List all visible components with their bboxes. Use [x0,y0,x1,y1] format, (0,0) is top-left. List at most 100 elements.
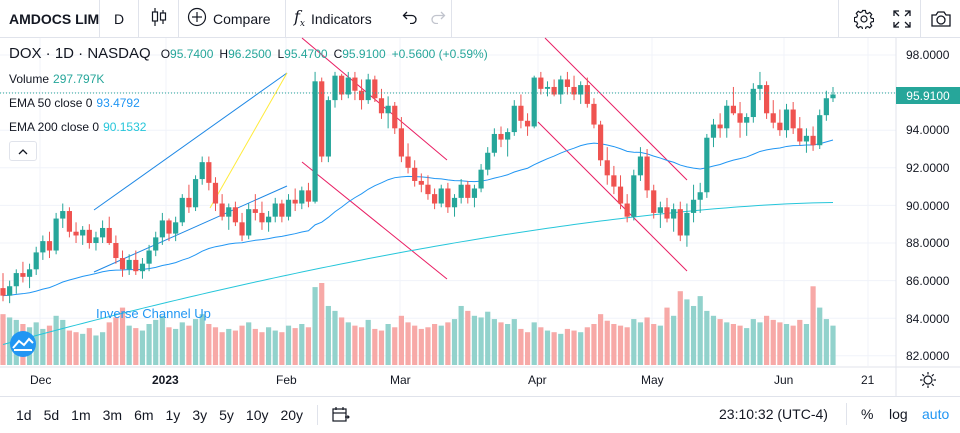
volume-bar [398,315,404,365]
candle-body [817,115,823,146]
volume-bar [113,317,119,365]
volume-bar [246,322,252,365]
candle-body [60,211,66,219]
volume-bar [744,328,750,365]
price-chart[interactable] [0,0,960,396]
compare-button[interactable]: Compare [179,0,286,38]
time-label-feb: Feb [276,373,297,387]
percent-scale-toggle[interactable]: % [861,406,874,422]
axis-settings-button[interactable] [919,371,937,394]
candle-body [671,209,677,219]
price-label-94: 94.0000 [906,123,950,137]
volume-bar [93,335,99,365]
redo-button[interactable] [424,0,452,38]
auto-scale-toggle[interactable]: auto [922,406,950,422]
volume-bar [126,325,132,365]
candle-body [86,229,92,243]
candle-body [206,162,212,183]
volume-bar [266,327,272,365]
volume-bar [139,330,146,365]
undo-button[interactable] [396,0,424,38]
candle-body [179,197,185,223]
volume-bar [292,328,298,365]
candle-body [697,192,703,200]
volume-bar [199,314,205,365]
candle-body [432,194,438,204]
candle-body [126,259,132,270]
volume-bar [0,314,6,365]
volume-bar [86,328,92,365]
ema50-legend[interactable]: EMA 50 close 0 93.4792 [9,96,140,110]
interval-button[interactable]: D [100,0,139,38]
symbol-search-button[interactable]: AMDOCS LIMITED [0,0,100,38]
volume-bar [591,324,597,365]
legend-collapse-button[interactable] [9,141,37,161]
symbol-title[interactable]: DOX · 1D · NASDAQ [9,45,151,62]
candle-body [485,152,491,170]
candle-body [644,156,650,191]
time-label-apr: Apr [528,373,547,387]
volume-bar [564,328,570,365]
range-3m[interactable]: 3m [102,407,123,423]
volume-bar [644,317,650,365]
down-channel-lower-2 [537,121,688,272]
candle-body [465,184,471,198]
range-5d[interactable]: 5d [43,407,60,423]
ema200-legend[interactable]: EMA 200 close 0 90.1532 [9,120,146,134]
range-3y[interactable]: 3y [192,407,208,423]
clock-timezone[interactable]: 23:10:32 (UTC-4) [719,406,828,422]
range-5y[interactable]: 5y [219,407,234,423]
range-1d[interactable]: 1d [16,407,32,423]
candle-body [199,162,205,180]
candle-body [26,269,33,277]
log-scale-toggle[interactable]: log [889,406,908,422]
bottom-divider-right [846,403,847,425]
volume-bar [186,325,192,365]
chart-type-button[interactable] [139,0,179,38]
chart-legend: DOX · 1D · NASDAQ O95.7400 H96.2500 L95.… [9,45,494,62]
range-20y[interactable]: 20y [280,407,304,423]
volume-bar [830,325,836,365]
volume-bar [60,319,66,365]
candle-body [412,167,418,181]
range-6m[interactable]: 6m [134,407,154,423]
fullscreen-button[interactable] [888,0,916,38]
price-label-82: 82.0000 [906,349,950,363]
volume-bar [146,324,152,365]
range-10y[interactable]: 10y [245,407,269,423]
indicators-button[interactable]: fx Indicators [286,0,396,38]
candle-body [611,175,617,187]
volume-legend[interactable]: Volume 297.797K [9,72,104,86]
volume-bar [232,330,238,365]
candle-body [631,175,637,217]
range-1m[interactable]: 1m [71,407,91,423]
range-1y[interactable]: 1y [165,407,181,423]
snapshot-button[interactable] [920,0,960,38]
settings-button[interactable] [838,0,888,38]
candle-body [737,113,743,123]
volume-bar [285,325,292,365]
volume-bar [219,332,225,365]
pattern-annotation[interactable]: Inverse Channel Up [96,306,211,321]
candle-body [538,77,544,89]
volume-bar [505,324,511,365]
fx-icon: fx [294,7,305,30]
candle-body [173,222,179,234]
volume-bar [46,325,53,365]
candle-body [524,120,531,127]
volume-bar [179,322,185,365]
candle-body [750,88,756,118]
go-to-date-button[interactable] [326,397,356,433]
indicators-label: Indicators [311,10,372,27]
candle-body [299,190,305,204]
candle-body [710,124,717,138]
candle-body [93,237,99,243]
redo-icon [430,8,446,29]
candle-body [797,128,803,142]
volume-bar [365,319,371,365]
candle-body [119,258,126,270]
tradingview-logo[interactable] [8,331,38,362]
candle-body [358,90,365,101]
volume-bar [498,322,504,365]
volume-bar [252,328,258,365]
